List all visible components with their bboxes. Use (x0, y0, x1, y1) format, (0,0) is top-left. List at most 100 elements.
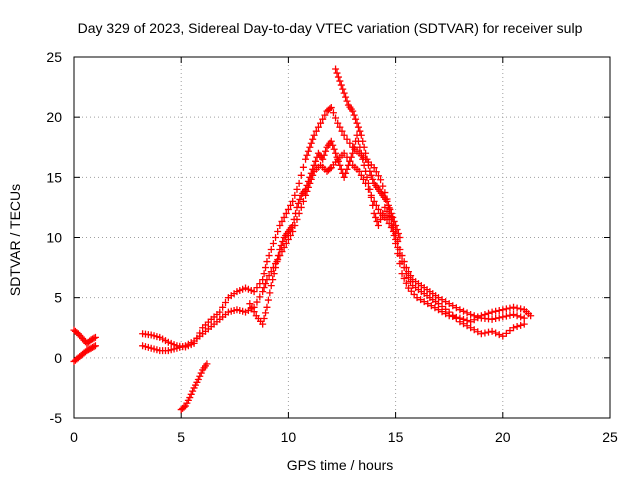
y-tick-label: 10 (46, 230, 62, 246)
data-point (317, 119, 325, 127)
data-point (303, 181, 311, 189)
data-point (488, 327, 496, 335)
data-point (265, 272, 273, 280)
data-point (499, 313, 507, 321)
data-point (263, 303, 271, 311)
data-point (467, 324, 475, 332)
data-point (326, 165, 334, 173)
data-point (459, 315, 467, 323)
series-trace-a (70, 104, 528, 351)
data-point (485, 309, 493, 317)
data-point (510, 324, 518, 332)
data-point (306, 143, 314, 151)
data-point (272, 264, 280, 272)
data-point (363, 155, 371, 163)
data-point (470, 326, 478, 334)
x-tick-label: 20 (495, 429, 511, 445)
data-point (303, 151, 311, 159)
x-axis: 0 5 10 15 20 25 (70, 57, 618, 445)
data-point (260, 270, 268, 278)
data-point (336, 77, 344, 85)
data-point (390, 231, 398, 239)
data-point (356, 127, 364, 135)
data-point (424, 300, 432, 308)
data-point (510, 303, 518, 311)
data-point (332, 65, 340, 73)
x-axis-label: GPS time / hours (287, 457, 394, 473)
data-point (197, 369, 205, 377)
data-point (510, 311, 518, 319)
data-point (314, 123, 322, 131)
data-point (506, 304, 514, 312)
data-point (385, 219, 393, 227)
data-point (180, 403, 188, 411)
data-point (267, 246, 275, 254)
data-point (513, 323, 521, 331)
data-point (517, 321, 525, 329)
data-point (250, 288, 258, 296)
data-point (370, 197, 378, 205)
data-point (312, 157, 320, 165)
data-point (253, 298, 261, 306)
data-point (269, 240, 277, 248)
data-point (384, 201, 392, 209)
y-tick-label: 0 (54, 350, 62, 366)
data-point (452, 304, 460, 312)
data-point (203, 360, 211, 368)
data-point (343, 165, 351, 173)
data-point (274, 252, 282, 260)
data-point (321, 111, 329, 119)
data-point (332, 149, 340, 157)
series-trace-d (332, 65, 404, 241)
data-point (387, 209, 395, 217)
data-point (347, 153, 355, 161)
data-point (334, 119, 342, 127)
data-point (407, 278, 415, 286)
data-point (304, 147, 312, 155)
data-point (434, 306, 442, 314)
data-point (477, 330, 485, 338)
data-point (196, 372, 204, 380)
data-point (502, 312, 510, 320)
data-point (393, 225, 401, 233)
x-tick-label: 25 (602, 429, 618, 445)
data-point (337, 81, 345, 89)
data-point (449, 313, 457, 321)
data-point (306, 173, 314, 181)
data-point (474, 328, 482, 336)
data-point (357, 171, 365, 179)
data-point (481, 329, 489, 337)
data-point (322, 147, 330, 155)
data-point (304, 177, 312, 185)
data-point (295, 179, 303, 187)
data-point (270, 270, 278, 278)
grid-lines (74, 57, 610, 418)
data-point (284, 236, 292, 244)
data-point (434, 300, 442, 308)
data-point (189, 387, 197, 395)
data-points (70, 65, 535, 414)
data-point (379, 209, 387, 217)
data-point (246, 300, 254, 308)
data-point (291, 191, 299, 199)
data-point (467, 318, 475, 326)
data-point (386, 205, 394, 213)
data-point (431, 304, 439, 312)
data-point (336, 123, 344, 131)
data-point (499, 332, 507, 340)
data-point (338, 127, 346, 135)
data-point (276, 221, 284, 229)
data-point (329, 109, 337, 117)
data-point (340, 173, 348, 181)
data-point (326, 105, 334, 113)
data-point (276, 246, 284, 254)
data-point (506, 311, 514, 319)
data-point (474, 314, 482, 322)
data-point (262, 309, 270, 317)
data-point (363, 173, 371, 181)
data-point (495, 314, 503, 322)
data-point (392, 240, 400, 248)
data-point (267, 282, 275, 290)
data-point (394, 229, 402, 237)
data-point (312, 127, 320, 135)
